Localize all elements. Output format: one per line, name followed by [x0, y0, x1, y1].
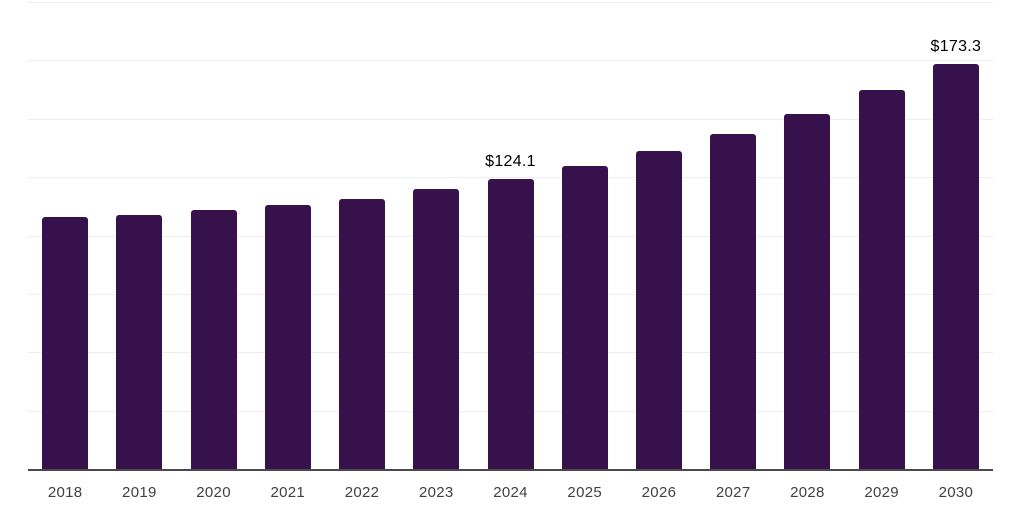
x-tick-2022: 2022	[344, 484, 380, 501]
gridline-125	[28, 177, 993, 179]
x-tick-2023: 2023	[418, 484, 454, 501]
bar-2021	[264, 205, 311, 469]
bar-2024	[487, 179, 534, 469]
value-label-2030: $173.3	[930, 38, 982, 56]
x-tick-2030: 2030	[938, 484, 974, 501]
bar-2028	[784, 113, 831, 469]
bar-2025	[561, 165, 608, 469]
gridline-200	[28, 2, 993, 3]
gridline-175	[28, 60, 993, 62]
x-tick-2018: 2018	[47, 484, 83, 501]
x-tick-2021: 2021	[270, 484, 306, 501]
bar-2022	[339, 199, 386, 469]
plot-area: $124.1 $173.3	[28, 2, 993, 471]
x-tick-2026: 2026	[641, 484, 677, 501]
bar-2027	[710, 134, 757, 469]
x-tick-2024: 2024	[493, 484, 528, 501]
bar-2030	[932, 64, 979, 469]
x-tick-2020: 2020	[196, 484, 231, 501]
bar-2029	[858, 90, 905, 469]
x-tick-2019: 2019	[122, 484, 157, 501]
x-tick-2025: 2025	[567, 484, 603, 501]
gridline-150	[28, 118, 993, 120]
x-axis: 2018 2019 2020 2021 2022 2023 2024 2025 2026 2027…	[28, 480, 993, 504]
x-tick-2028: 2028	[790, 484, 825, 501]
bar-2020	[190, 210, 237, 469]
bar-2019	[116, 214, 163, 469]
x-tick-2029: 2029	[864, 484, 899, 501]
bar-2026	[635, 150, 682, 469]
value-label-2024: $124.1	[485, 153, 536, 171]
bar-2023	[413, 189, 460, 469]
x-tick-2027: 2027	[715, 484, 751, 501]
bar-2018	[42, 217, 89, 469]
